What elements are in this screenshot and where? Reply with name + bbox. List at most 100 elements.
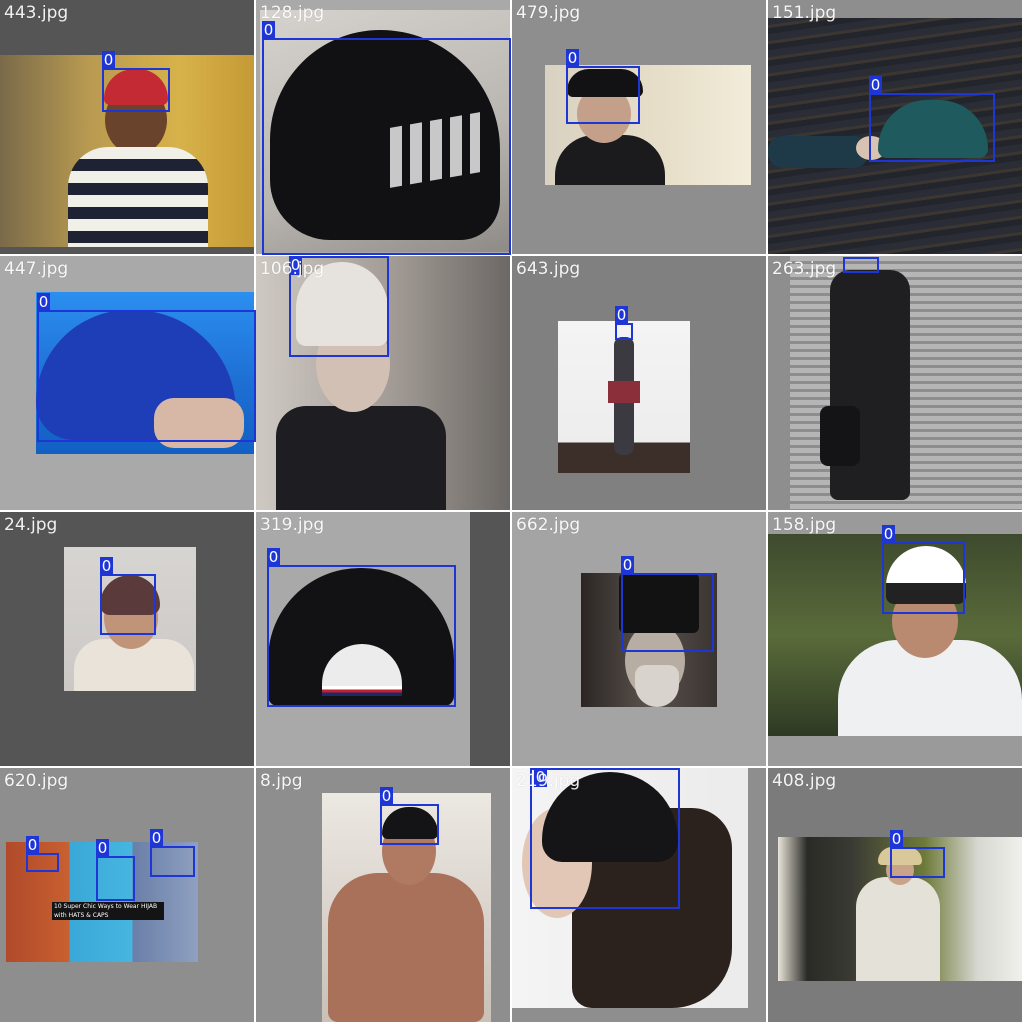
tile-image [558,321,690,473]
arm-shape [768,136,868,168]
detection-box: 0 [615,306,633,340]
mosaic-tile-408: 408.jpg 0 [768,768,1024,1024]
tile-filename: 106.jpg [260,259,325,279]
caption-strip: 10 Super Chic Ways to Wear HIJAB with HA… [52,902,164,920]
hoodie-shape [68,147,208,247]
straw-hat-shape [878,847,922,865]
mosaic-tile-662: 662.jpg 0 [512,512,768,768]
torso-shape [328,873,484,1022]
tile-image [64,547,196,691]
detection-box: 0 [380,787,439,845]
tile-filename: 408.jpg [772,771,837,791]
class-label: 0 [267,548,280,567]
class-label: 0 [621,556,634,575]
mosaic-tile-106: 106.jpg 0 [256,256,512,512]
mosaic-tile-24: 24.jpg 0 [0,512,256,768]
detection-box: 0 [102,51,170,112]
suit-shape [856,877,940,981]
mosaic-tile-319: 319.jpg 0 [256,512,512,768]
suit-shape [555,135,665,185]
tile-filename: 662.jpg [516,515,581,535]
detection-box: 0 [566,49,640,124]
class-label: 0 [102,51,115,70]
tile-filename: 263.jpg [772,259,837,279]
tile-image [790,256,1022,510]
mosaic-tile-128: 128.jpg 0 [256,0,512,256]
class-label: 0 [26,836,39,855]
tile-image [545,65,751,185]
trucker-cap-shape [886,546,966,604]
class-label: 0 [96,839,109,858]
class-label: 0 [37,293,50,312]
mosaic-tile-643: 643.jpg 0 [512,256,768,512]
class-label: 0 [150,829,163,848]
skirt-shape [608,381,640,403]
detection-box: 0 [621,556,714,652]
detection-box: 0 [289,256,389,357]
stripe-shape [322,686,402,696]
tile-filename: 158.jpg [772,515,837,535]
class-label: 0 [615,306,628,325]
tile-image [512,768,748,1008]
tile-filename: 24.jpg [4,515,58,535]
tile-filename: 128.jpg [260,3,325,23]
tile-filename: 219.jpg [516,771,581,791]
mosaic-tile-158: 158.jpg 0 [768,512,1024,768]
tile-image [322,793,491,1022]
tile-image [256,256,510,510]
detection-box: 0 [843,257,879,273]
detection-box: 0 [267,548,456,707]
class-label: 0 [100,557,113,576]
detection-box: 0 [100,557,156,635]
detection-box: 0 [26,836,59,872]
detection-box: 0 [530,768,680,909]
thumbnail-caption: 10 Super Chic Ways to Wear HIJAB with HA… [54,903,158,919]
hand-shape [154,398,244,448]
class-label: 0 [289,256,302,275]
mosaic-tile-479: 479.jpg 0 [512,0,768,256]
tile-image [260,10,510,252]
fedora-shape [567,69,643,97]
tile-filename: 319.jpg [260,515,325,535]
tile-filename: 443.jpg [4,3,69,23]
top-shape [276,406,446,510]
detection-box: 0 [262,21,511,255]
tile-image [768,534,1022,736]
tile-image [256,512,470,766]
tile-image [36,292,256,454]
mosaic-tile-620: 10 Super Chic Ways to Wear HIJAB with HA… [0,768,256,1024]
class-label: 0 [262,21,275,40]
detection-box: 0 [869,76,995,162]
detection-box: 0 [150,829,195,877]
bag-shape [820,406,860,466]
tile-filename: 8.jpg [260,771,303,791]
beard-shape [635,665,679,707]
mosaic-tile-151: 151.jpg 0 [768,0,1024,256]
detection-box: 0 [890,830,945,878]
class-label: 0 [882,525,895,544]
tile-filename: 447.jpg [4,259,69,279]
detection-box: 0 [37,293,256,442]
tile-image [768,18,1022,254]
tile-image [0,55,254,247]
detection-box: 0 [882,525,965,614]
tile-filename: 151.jpg [772,3,837,23]
mosaic-tile-447: 447.jpg 0 [0,256,256,512]
class-label: 0 [380,787,393,806]
tile-filename: 479.jpg [516,3,581,23]
headwrap-shape [100,575,160,615]
mosaic-tile-8: 8.jpg 0 [256,768,512,1024]
mosaic-tile-443: 443.jpg 0 [0,0,256,256]
detection-box: 0 [96,839,135,901]
mosaic-tile-219: 219.jpg 0 [512,768,768,1024]
tile-filename: 643.jpg [516,259,581,279]
tile-image [581,573,717,707]
class-label: 0 [869,76,882,95]
tile-image [778,837,1022,981]
tile-filename: 620.jpg [4,771,69,791]
class-label: 0 [566,49,579,68]
white-cap-shape [296,262,388,346]
class-label: 0 [890,830,903,849]
mosaic-tile-263: 263.jpg 0 [768,256,1024,512]
